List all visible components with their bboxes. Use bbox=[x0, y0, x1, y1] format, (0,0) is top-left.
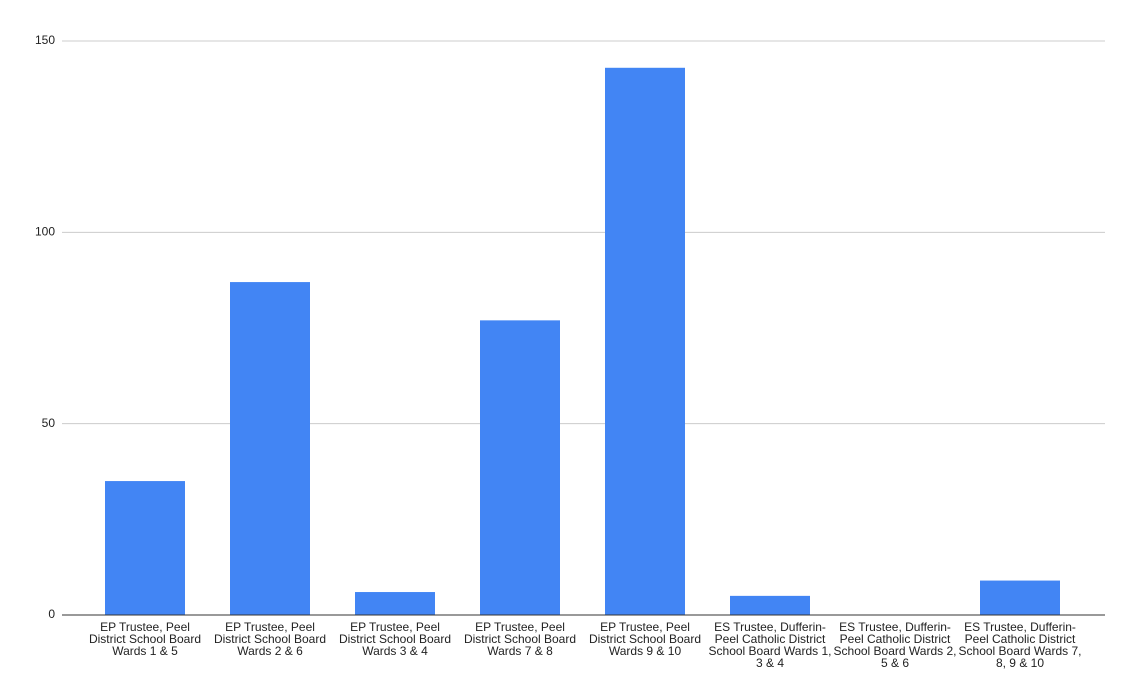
bar bbox=[730, 595, 810, 615]
y-tick-label: 50 bbox=[42, 416, 56, 430]
bar bbox=[230, 282, 310, 615]
bar bbox=[980, 580, 1060, 615]
x-tick-label: EP Trustee, Peel District School Board W… bbox=[213, 620, 327, 658]
bar bbox=[105, 481, 185, 615]
x-tick-label: ES Trustee, Dufferin-Peel Catholic Distr… bbox=[708, 620, 832, 670]
x-tick-label: EP Trustee, Peel District School Board W… bbox=[463, 620, 577, 658]
x-tick-label: ES Trustee, Dufferin-Peel Catholic Distr… bbox=[958, 620, 1082, 670]
y-tick-label: 150 bbox=[35, 33, 55, 47]
x-tick-label: EP Trustee, Peel District School Board W… bbox=[338, 620, 452, 658]
x-tick-label: EP Trustee, Peel District School Board W… bbox=[88, 620, 202, 658]
y-tick-label: 100 bbox=[35, 225, 55, 239]
bar bbox=[605, 67, 685, 615]
bar bbox=[480, 320, 560, 615]
bar bbox=[355, 592, 435, 615]
y-tick-label: 0 bbox=[48, 607, 55, 621]
x-tick-label: EP Trustee, Peel District School Board W… bbox=[588, 620, 702, 658]
x-tick-label: ES Trustee, Dufferin-Peel Catholic Distr… bbox=[833, 620, 957, 670]
